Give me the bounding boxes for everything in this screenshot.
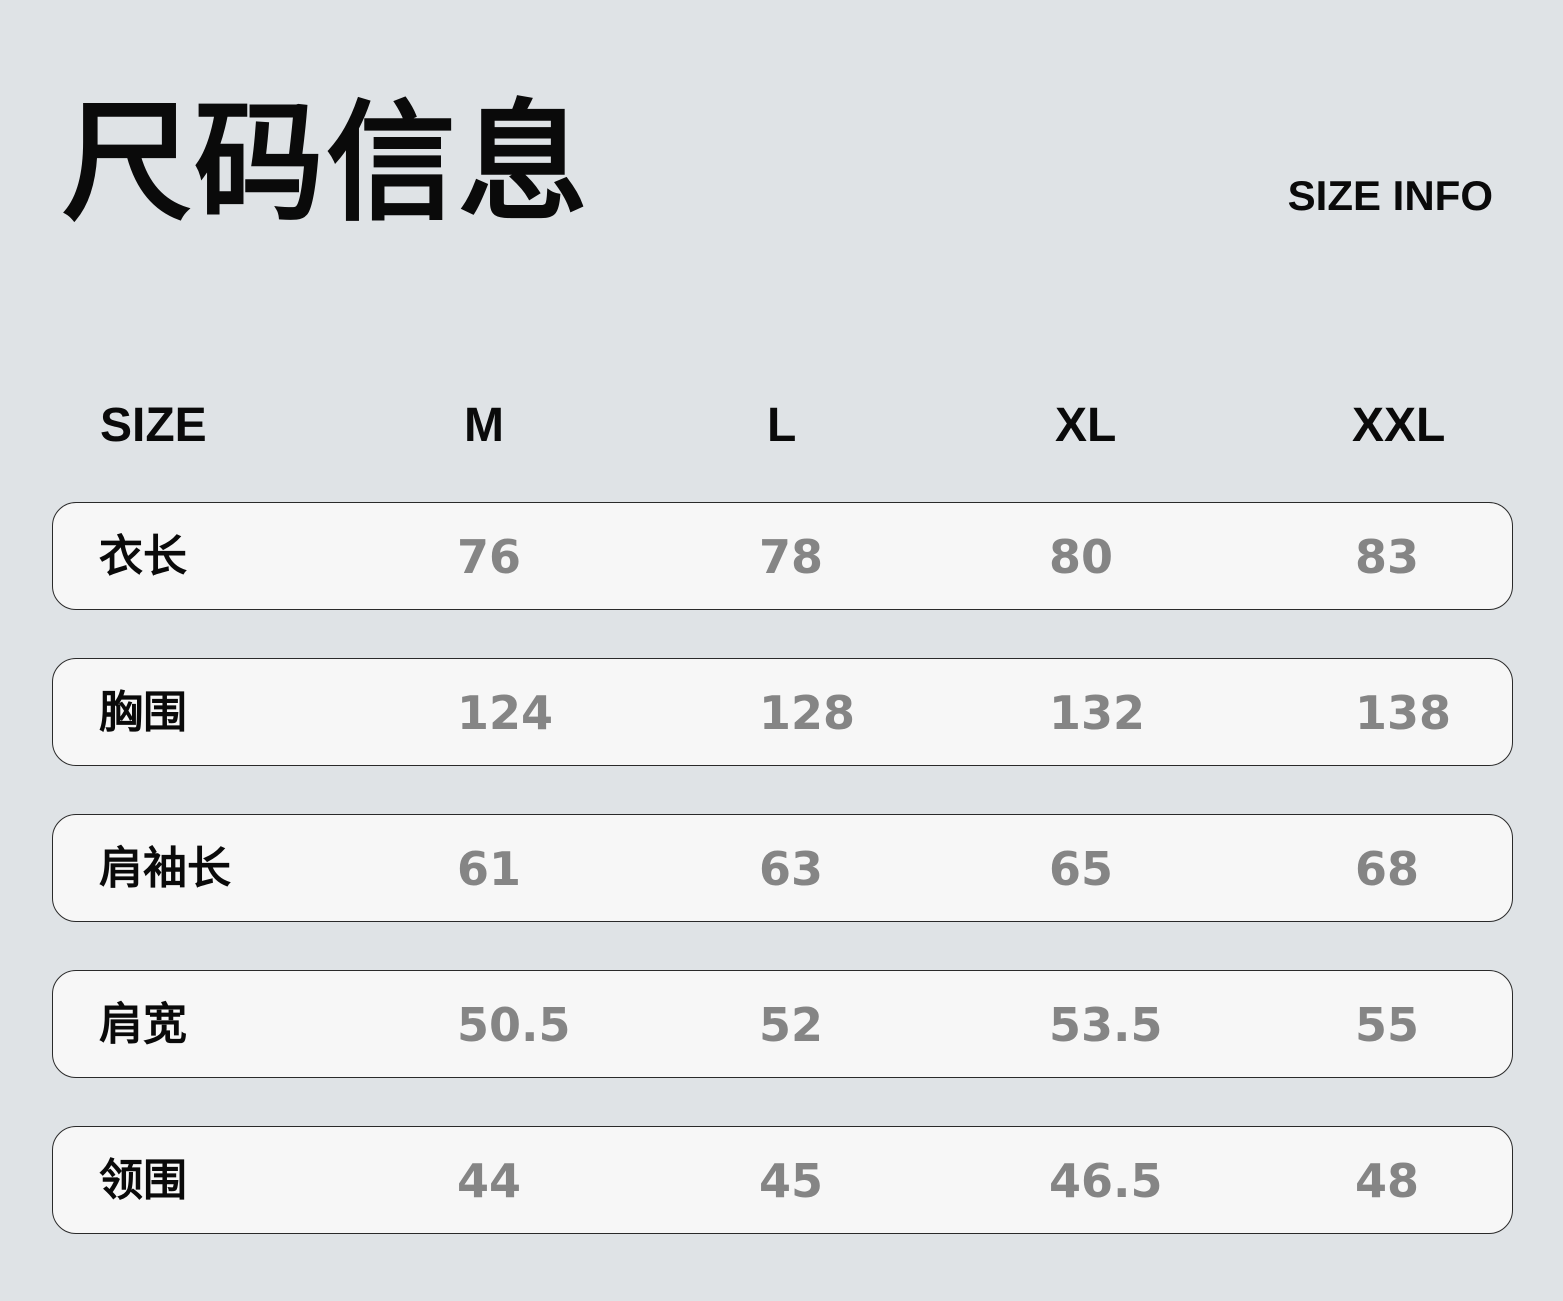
header-m: M	[464, 399, 504, 452]
table-row: 肩宽 50.5 52 53.5 55	[52, 970, 1513, 1078]
size-value: 124	[457, 686, 554, 740]
header-xxl: XXL	[1352, 399, 1446, 452]
size-value: 50.5	[457, 998, 571, 1052]
size-value: 65	[1049, 842, 1114, 896]
header-l: L	[767, 399, 797, 452]
table-row: 衣长 76 78 80 83	[52, 502, 1513, 610]
size-value: 80	[1049, 530, 1114, 584]
row-label: 肩宽	[99, 999, 187, 1050]
size-value: 132	[1049, 686, 1146, 740]
row-label: 肩袖长	[99, 843, 231, 894]
size-value: 44	[457, 1154, 522, 1208]
row-label: 胸围	[99, 687, 187, 738]
size-value: 83	[1355, 530, 1420, 584]
size-value: 76	[457, 530, 522, 584]
row-label: 衣长	[99, 531, 187, 582]
page-title: 尺码信息	[62, 87, 591, 239]
size-value: 45	[759, 1154, 824, 1208]
table-row: 肩袖长 61 63 65 68	[52, 814, 1513, 922]
table-row: 胸围 124 128 132 138	[52, 658, 1513, 766]
row-label: 领围	[99, 1155, 187, 1206]
header-xl: XL	[1055, 399, 1117, 452]
size-value: 46.5	[1049, 1154, 1163, 1208]
page-subtitle: SIZE INFO	[1287, 172, 1493, 219]
table-row: 领围 44 45 46.5 48	[52, 1126, 1513, 1234]
size-value: 78	[759, 530, 824, 584]
size-value: 63	[759, 842, 824, 896]
size-value: 138	[1355, 686, 1452, 740]
size-value: 128	[759, 686, 856, 740]
size-value: 68	[1355, 842, 1420, 896]
size-value: 52	[759, 998, 824, 1052]
size-value: 53.5	[1049, 998, 1163, 1052]
size-value: 48	[1355, 1154, 1420, 1208]
header-size: SIZE	[100, 399, 207, 452]
size-value: 61	[457, 842, 522, 896]
size-value: 55	[1355, 998, 1420, 1052]
